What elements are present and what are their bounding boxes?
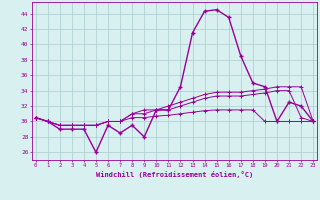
X-axis label: Windchill (Refroidissement éolien,°C): Windchill (Refroidissement éolien,°C) bbox=[96, 171, 253, 178]
